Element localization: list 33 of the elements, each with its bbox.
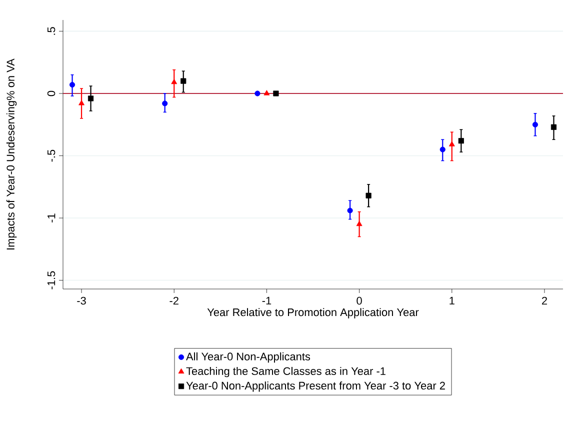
point (347, 208, 353, 214)
point (356, 220, 362, 226)
y-tick-label: -1.5 (48, 271, 56, 290)
point (550, 124, 557, 130)
point (448, 141, 455, 146)
y-tick-label: 0 (47, 90, 56, 96)
point (69, 82, 76, 88)
x-tick-label: -1 (262, 296, 272, 304)
point (78, 100, 84, 106)
point (88, 96, 94, 102)
x-tick-label: -2 (170, 296, 178, 305)
y-axis-title: Impacts of Year-0 Undeserving% on VA (6, 58, 17, 250)
x-tick-label: 2 (542, 296, 547, 305)
point (180, 78, 186, 84)
legend-label: Year-0 Non-Applicants Present from Year -3 to Year 2 (186, 382, 445, 392)
point (264, 90, 270, 96)
point (440, 146, 446, 152)
legend-label: All Year-0 Non-Applicants (186, 352, 310, 363)
point (254, 90, 260, 96)
y-tick-label: .5 (48, 27, 56, 35)
point (273, 90, 279, 96)
x-tick-label: 1 (450, 296, 454, 304)
point (171, 78, 178, 84)
x-tick-label: -3 (77, 296, 86, 305)
point (458, 138, 464, 144)
x-axis-title: Year Relative to Promotion Application Year (207, 308, 419, 318)
y-tick-label: -1 (48, 214, 56, 222)
point (366, 192, 372, 198)
legend-label: Teaching the Same Classes as in Year -1 (186, 366, 386, 378)
point (162, 100, 168, 106)
y-tick-label: -.5 (48, 150, 56, 162)
point (532, 122, 538, 128)
x-tick-label: 0 (356, 296, 362, 305)
